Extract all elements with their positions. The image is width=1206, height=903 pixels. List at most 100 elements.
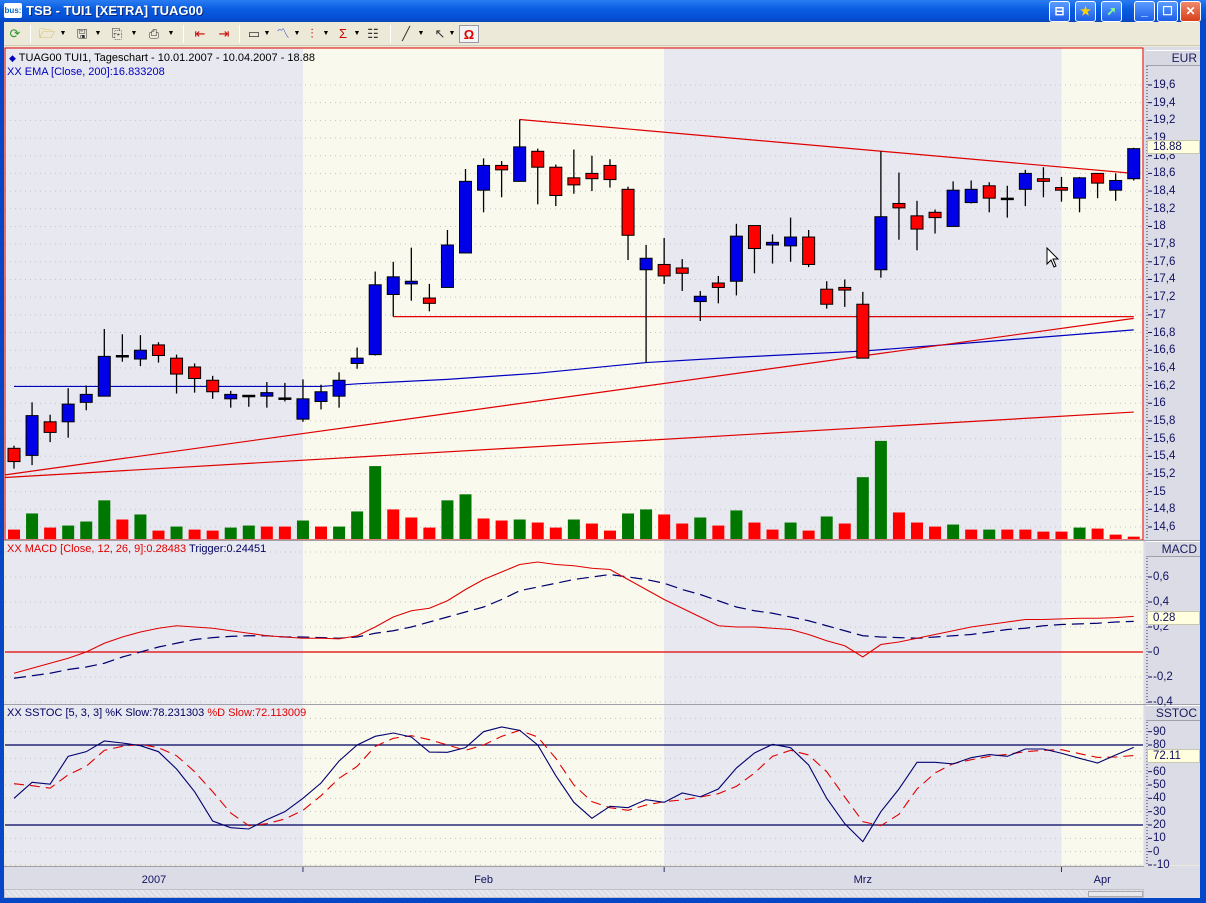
copy-dropdown[interactable]: ▼ (130, 30, 138, 37)
properties-button[interactable]: ☷ (363, 25, 383, 43)
price-tick-label: 17,4 (1153, 273, 1176, 286)
price-tick-label: 18,6 (1153, 167, 1176, 180)
indicator-button[interactable]: 〽 (273, 25, 293, 43)
price-tick-label: 16,8 (1153, 326, 1176, 339)
indicator-icon: 〽 (276, 26, 290, 41)
candle-body (711, 282, 725, 288)
favorite-button[interactable]: ★ (1075, 1, 1096, 22)
formula-button[interactable]: Σ (333, 25, 353, 43)
volume-bar (1073, 527, 1086, 539)
candle-body (332, 379, 346, 397)
chart-forward-icon: ⇥ (218, 26, 230, 41)
volume-bar (802, 530, 815, 539)
pin-button[interactable]: ⊟ (1049, 1, 1070, 22)
price-tick-label: 17 (1153, 308, 1166, 321)
print-dropdown[interactable]: ▼ (167, 30, 175, 37)
volume-bar (694, 517, 707, 539)
maximize-button[interactable]: ☐ (1157, 1, 1178, 22)
pointer-button[interactable]: ↖ (430, 25, 450, 43)
draw-line-dropdown[interactable]: ▼ (417, 30, 425, 37)
magnet-button[interactable]: Ω (459, 25, 479, 43)
indicator-dropdown[interactable]: ▼ (293, 30, 301, 37)
sstoc-tick-label: 30 (1153, 805, 1166, 818)
volume-bar (26, 513, 39, 539)
trendline (519, 118, 1134, 174)
chart-forward-button[interactable]: ⇥ (214, 25, 234, 43)
candle-body (802, 236, 816, 265)
price-month-band (5, 48, 303, 540)
sstoc-d-label: %D Slow:72.113009 (207, 707, 307, 719)
volume-bar (1109, 534, 1122, 539)
candle-body (1073, 177, 1087, 199)
copy-button[interactable]: ⎘ (107, 25, 127, 43)
price-tick-label: 16 (1153, 397, 1166, 410)
chart-back-icon: ⇤ (194, 26, 206, 41)
pointer-dropdown[interactable]: ▼ (448, 30, 456, 37)
window-layout-dropdown[interactable]: ▼ (263, 30, 271, 37)
time-axis[interactable] (4, 866, 1144, 889)
volume-bar (1001, 529, 1014, 539)
open-dropdown[interactable]: ▼ (59, 30, 67, 37)
bar-style-button[interactable]: ⫶ (302, 25, 322, 43)
candle-body (61, 403, 75, 423)
print-button[interactable]: ⎙ (144, 25, 164, 43)
macd-line (13, 561, 1134, 674)
macd-month-band (1061, 541, 1143, 704)
candle-body (133, 349, 147, 360)
sstoc-tick-label: 80 (1153, 739, 1166, 751)
candle-body (928, 211, 942, 219)
window-border-left (0, 22, 4, 903)
candle-body (350, 357, 364, 364)
candle-body (838, 286, 852, 291)
volume-bar (965, 529, 978, 539)
sstoc-axis[interactable] (1144, 705, 1200, 865)
window-border-right (1200, 22, 1206, 903)
candle-body (459, 180, 472, 254)
toolbar-separator (183, 25, 184, 43)
refresh-button[interactable]: ⟳ (5, 25, 25, 43)
window-border-bottom (0, 898, 1206, 903)
volume-bar (820, 516, 833, 539)
candle-body (278, 397, 292, 400)
volume-bar (459, 494, 472, 539)
maximize-icon: ☐ (1162, 4, 1173, 18)
candle-body (1054, 187, 1068, 191)
macd-last-marker: 0.28 (1147, 611, 1200, 625)
volume-bar (1127, 536, 1140, 539)
export-button[interactable]: ➚ (1101, 1, 1122, 22)
horizontal-scrollbar[interactable] (4, 889, 1144, 898)
sstoc-month-band (302, 705, 665, 865)
volume-bar (333, 526, 346, 539)
draw-line-button[interactable]: ╱ (396, 25, 416, 43)
volume-bar (712, 525, 725, 539)
draw-line-icon: ╱ (402, 26, 410, 41)
candle-body (567, 177, 581, 186)
sstoc-tick-label: 60 (1153, 765, 1166, 778)
sstoc-d-line (13, 729, 1134, 827)
minimize-button[interactable]: _ (1134, 1, 1155, 22)
volume-bar (188, 529, 201, 539)
candle-body (1000, 197, 1014, 201)
export-icon: ➚ (1106, 4, 1117, 18)
candle-body (188, 366, 202, 379)
close-button[interactable]: ✕ (1180, 1, 1201, 22)
window-layout-button[interactable]: ▭ (244, 25, 264, 43)
volume-bar (242, 525, 255, 539)
open-button[interactable]: 🗁 (37, 25, 57, 43)
chart-header-text: TUAG00 TUI1, Tageschart - 10.01.2007 - 1… (18, 52, 315, 64)
candle-body (440, 244, 454, 288)
bar-style-dropdown[interactable]: ▼ (322, 30, 330, 37)
formula-dropdown[interactable]: ▼ (353, 30, 361, 37)
chart-back-button[interactable]: ⇤ (190, 25, 210, 43)
volume-bar (206, 530, 219, 539)
save-dropdown[interactable]: ▼ (94, 30, 102, 37)
save-button[interactable]: 🖫 (72, 25, 92, 43)
macd-axis-title: MACD (1146, 541, 1200, 557)
price-tick-label: 17,6 (1153, 255, 1176, 268)
copy-icon: ⎘ (111, 26, 123, 41)
candle-body (151, 344, 165, 357)
candle-body (675, 267, 689, 274)
price-axis[interactable] (1144, 47, 1200, 540)
scrollbar-thumb[interactable] (1088, 891, 1143, 897)
